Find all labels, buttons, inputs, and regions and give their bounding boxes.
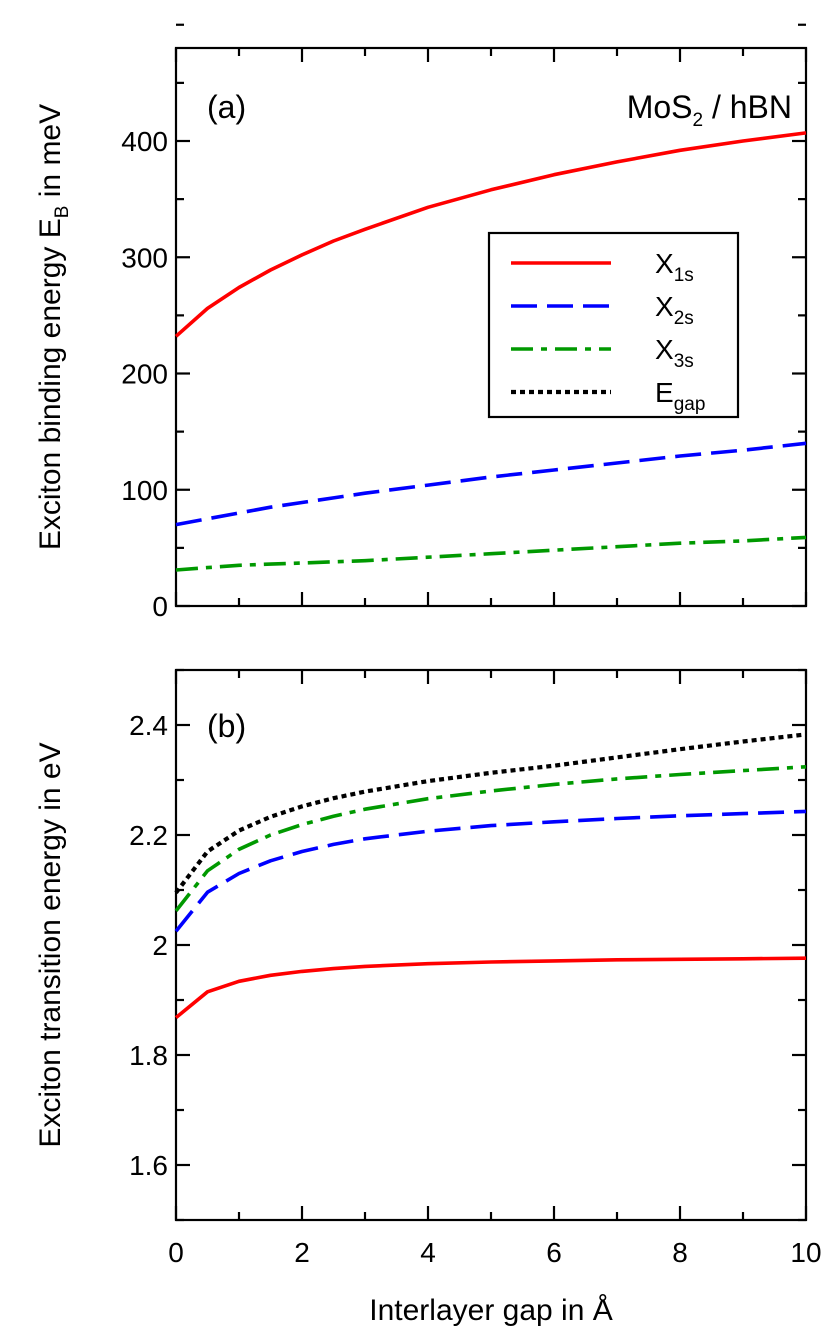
panel-b-ylabel: Exciton transition energy in eV — [34, 742, 67, 1147]
legend-label: Egap — [655, 377, 705, 415]
x-tick-label: 10 — [790, 1237, 821, 1268]
series-X2s-line — [175, 441, 807, 527]
series-X1s-line — [174, 956, 807, 1019]
panel-a-ylabel: Exciton binding energy EB in meV — [34, 104, 73, 550]
y-tick-label: 100 — [121, 475, 168, 506]
series-X3s-line — [175, 535, 807, 572]
x-axis-label: Interlayer gap in Å — [369, 1294, 612, 1327]
y-tick-label: 2 — [152, 930, 168, 961]
legend-label: X1s — [655, 248, 694, 286]
x-tick-label: 4 — [420, 1237, 436, 1268]
panel-b-series — [174, 732, 807, 1019]
legend-label: X2s — [655, 291, 694, 329]
panel-a-label: (a) — [207, 89, 246, 125]
y-tick-label: 1.6 — [129, 1150, 168, 1181]
panel-a-annotation: MoS2 / hBN — [627, 89, 792, 131]
x-tick-label: 0 — [168, 1237, 184, 1268]
panel-b-ticks: 1.6 1.8 2 2.2 2.4 — [129, 668, 808, 1222]
y-tick-label: 0 — [152, 591, 168, 622]
y-tick-label: 400 — [121, 126, 168, 157]
series-X1s-line — [174, 131, 807, 338]
legend-box — [487, 231, 740, 419]
panel-b-label: (b) — [207, 708, 246, 744]
series-X3s-line — [174, 765, 807, 913]
panel-b-frame — [174, 668, 808, 1222]
y-tick-label: 200 — [121, 359, 168, 390]
panel-a-ticks: 0 100 200 300 400 — [121, 23, 808, 622]
series-Egap-line — [174, 732, 807, 894]
series-X2s-line — [174, 809, 807, 933]
y-tick-label: 2.4 — [129, 710, 168, 741]
x-tick-label: 8 — [672, 1237, 688, 1268]
y-tick-label: 300 — [121, 242, 168, 273]
legend: X1s X2s X3s Egap — [487, 231, 740, 419]
legend-label: X3s — [655, 334, 694, 372]
panel-a-series — [174, 131, 807, 572]
panel-a: 0 100 200 300 400 (a) MoS2 / hBN Exciton bin… — [34, 23, 808, 622]
y-tick-label: 2.2 — [129, 820, 168, 851]
x-tick-label: 6 — [546, 1237, 562, 1268]
x-tick-labels: 0 2 4 6 8 10 — [168, 1237, 821, 1268]
x-tick-label: 2 — [294, 1237, 310, 1268]
panel-b: 1.6 1.8 2 2.2 2.4 (b) Exciton transition ene… — [34, 668, 822, 1327]
y-tick-label: 1.8 — [129, 1040, 168, 1071]
